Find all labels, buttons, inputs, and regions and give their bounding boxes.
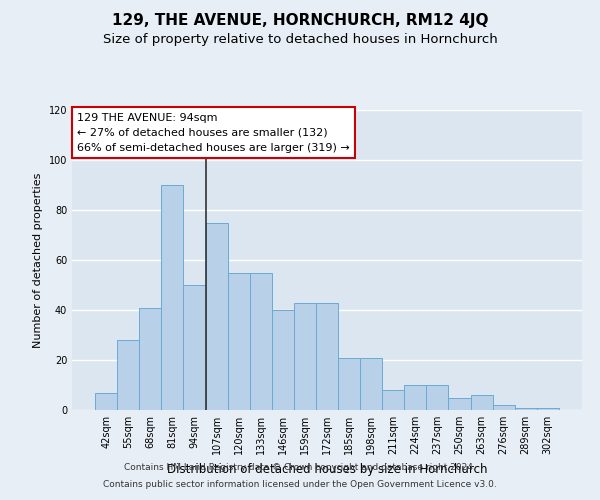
Bar [184, 285, 206, 410]
Bar [470, 395, 493, 410]
X-axis label: Distribution of detached houses by size in Hornchurch: Distribution of detached houses by size … [167, 462, 487, 475]
Bar [382, 390, 404, 410]
Bar [316, 302, 338, 410]
Bar [272, 310, 294, 410]
Bar [139, 308, 161, 410]
Bar [338, 358, 360, 410]
Bar [206, 222, 227, 410]
Bar [448, 398, 470, 410]
Bar [250, 272, 272, 410]
Text: Contains HM Land Registry data © Crown copyright and database right 2024.: Contains HM Land Registry data © Crown c… [124, 464, 476, 472]
Bar [537, 408, 559, 410]
Bar [404, 385, 427, 410]
Bar [493, 405, 515, 410]
Text: 129, THE AVENUE, HORNCHURCH, RM12 4JQ: 129, THE AVENUE, HORNCHURCH, RM12 4JQ [112, 12, 488, 28]
Bar [117, 340, 139, 410]
Bar [95, 392, 117, 410]
Text: Size of property relative to detached houses in Hornchurch: Size of property relative to detached ho… [103, 32, 497, 46]
Text: 129 THE AVENUE: 94sqm
← 27% of detached houses are smaller (132)
66% of semi-det: 129 THE AVENUE: 94sqm ← 27% of detached … [77, 113, 350, 152]
Bar [515, 408, 537, 410]
Bar [161, 185, 184, 410]
Y-axis label: Number of detached properties: Number of detached properties [33, 172, 43, 348]
Bar [227, 272, 250, 410]
Bar [294, 302, 316, 410]
Bar [360, 358, 382, 410]
Text: Contains public sector information licensed under the Open Government Licence v3: Contains public sector information licen… [103, 480, 497, 489]
Bar [427, 385, 448, 410]
